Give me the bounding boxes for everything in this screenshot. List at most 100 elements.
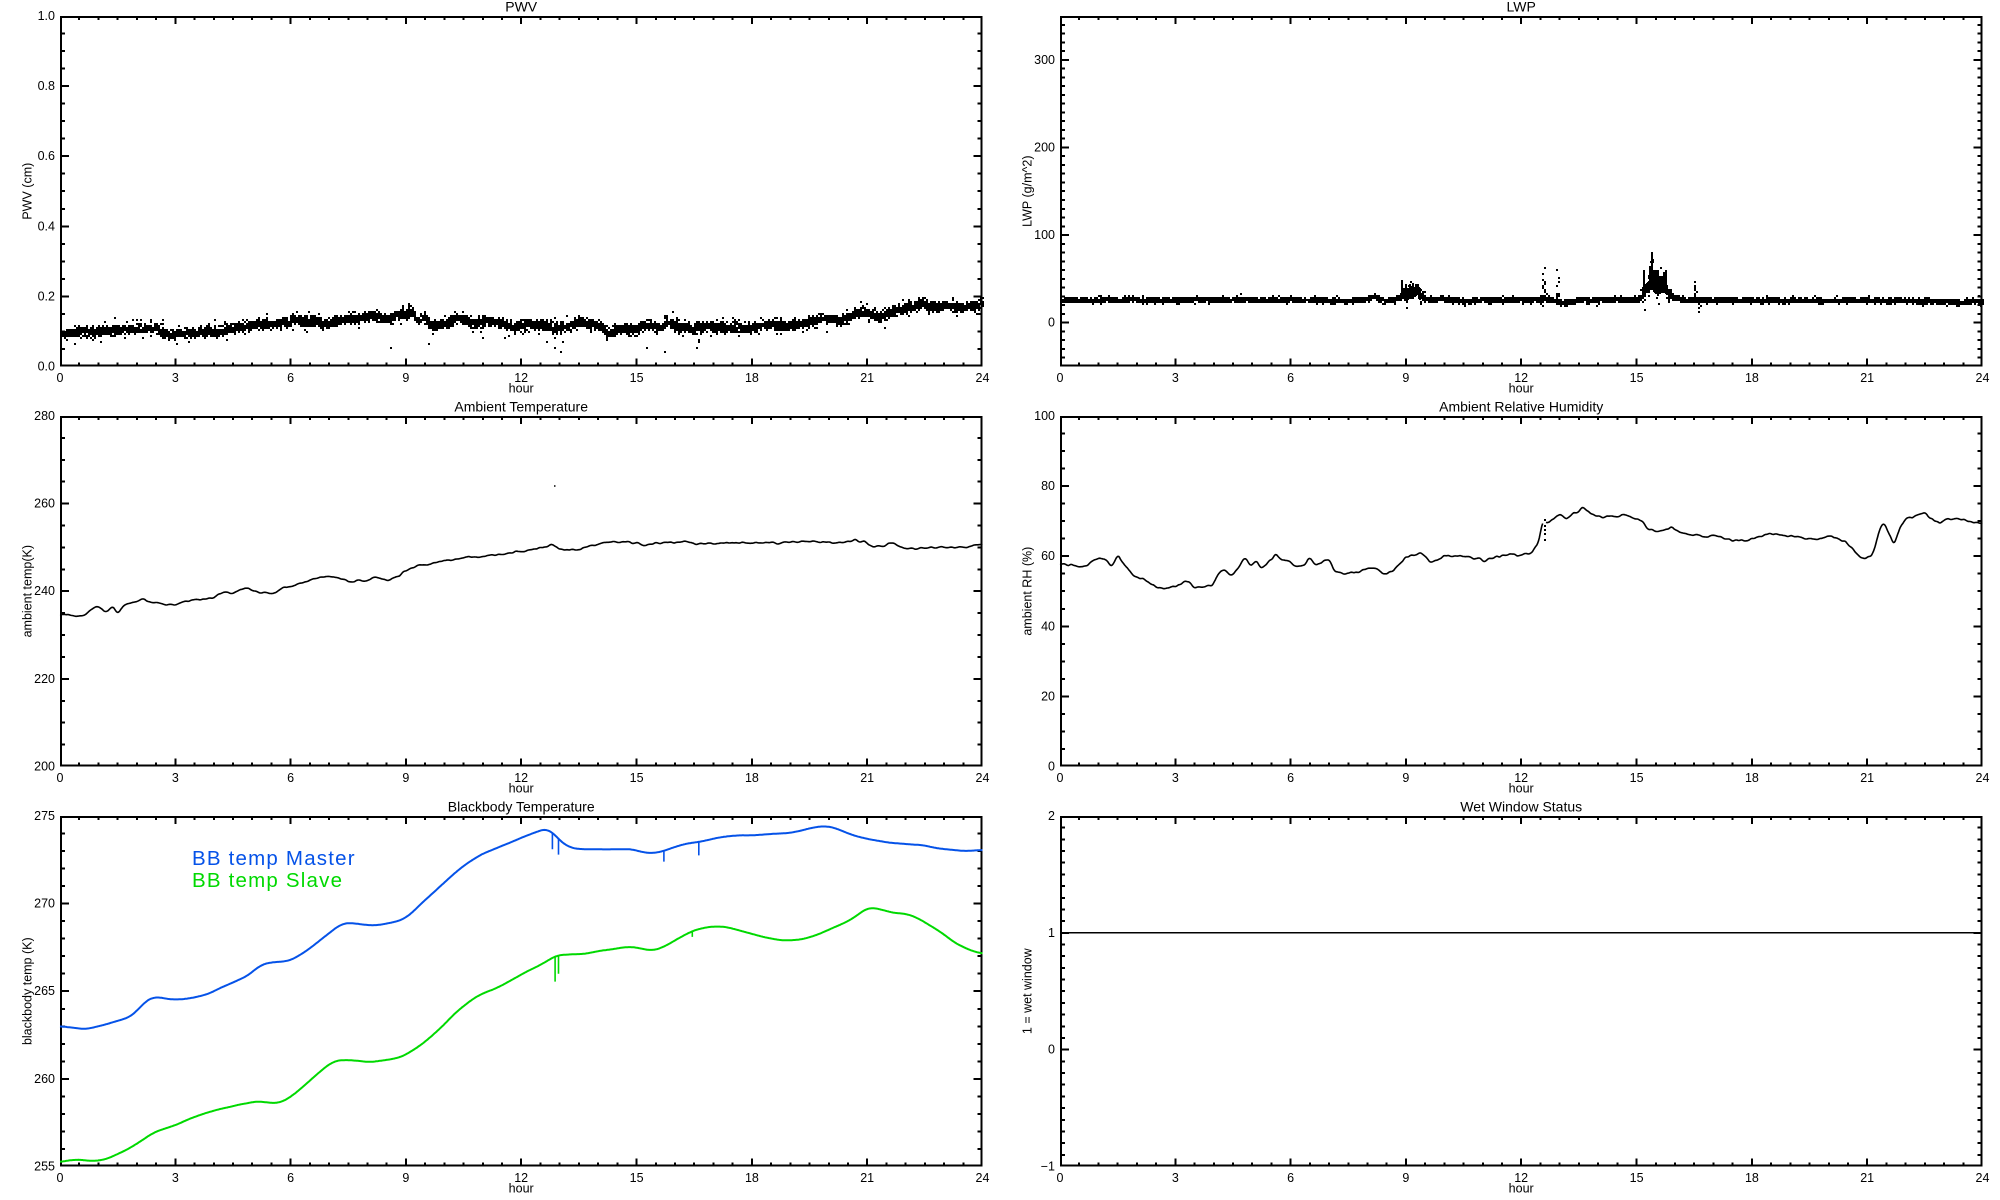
svg-text:24: 24 xyxy=(1976,371,1990,385)
svg-text:0: 0 xyxy=(1057,1171,1064,1185)
svg-text:18: 18 xyxy=(745,371,759,385)
svg-text:275: 275 xyxy=(34,809,55,823)
svg-text:21: 21 xyxy=(1860,1171,1874,1185)
svg-text:0.4: 0.4 xyxy=(38,219,55,233)
svg-text:0.6: 0.6 xyxy=(38,149,55,163)
svg-text:0.0: 0.0 xyxy=(38,360,55,374)
svg-text:2: 2 xyxy=(1048,809,1055,823)
svg-text:300: 300 xyxy=(1034,53,1055,67)
svg-text:15: 15 xyxy=(1630,771,1644,785)
svg-text:hour: hour xyxy=(509,382,534,396)
svg-text:0.8: 0.8 xyxy=(38,79,55,93)
svg-text:270: 270 xyxy=(34,897,55,911)
svg-text:18: 18 xyxy=(1745,371,1759,385)
svg-text:Ambient Temperature: Ambient Temperature xyxy=(454,399,588,415)
svg-text:6: 6 xyxy=(287,771,294,785)
svg-text:24: 24 xyxy=(1976,771,1990,785)
svg-text:24: 24 xyxy=(1976,1171,1990,1185)
svg-text:LWP (g/m^2): LWP (g/m^2) xyxy=(1021,156,1035,227)
svg-text:6: 6 xyxy=(1287,1171,1294,1185)
svg-text:3: 3 xyxy=(172,1171,179,1185)
svg-text:15: 15 xyxy=(630,371,644,385)
svg-text:24: 24 xyxy=(976,371,990,385)
svg-text:LWP: LWP xyxy=(1507,0,1536,15)
svg-text:260: 260 xyxy=(34,1072,55,1086)
svg-text:100: 100 xyxy=(1034,409,1055,423)
svg-text:24: 24 xyxy=(976,1171,990,1185)
svg-text:BB temp Master: BB temp Master xyxy=(192,847,356,870)
svg-text:18: 18 xyxy=(745,1171,759,1185)
svg-text:3: 3 xyxy=(172,771,179,785)
svg-text:18: 18 xyxy=(1745,771,1759,785)
svg-text:0: 0 xyxy=(57,771,64,785)
svg-text:21: 21 xyxy=(860,771,874,785)
svg-text:1: 1 xyxy=(1048,926,1055,940)
svg-text:3: 3 xyxy=(1172,371,1179,385)
svg-text:20: 20 xyxy=(1041,689,1055,703)
svg-text:200: 200 xyxy=(34,760,55,774)
svg-text:265: 265 xyxy=(34,984,55,998)
svg-text:21: 21 xyxy=(1860,371,1874,385)
svg-text:15: 15 xyxy=(630,771,644,785)
svg-text:60: 60 xyxy=(1041,549,1055,563)
svg-text:0: 0 xyxy=(1057,771,1064,785)
svg-text:280: 280 xyxy=(34,409,55,423)
svg-text:3: 3 xyxy=(172,371,179,385)
svg-text:PWV (cm): PWV (cm) xyxy=(21,163,35,220)
svg-text:ambient RH (%): ambient RH (%) xyxy=(1021,547,1035,636)
svg-text:9: 9 xyxy=(1402,1171,1409,1185)
svg-text:21: 21 xyxy=(1860,771,1874,785)
svg-text:6: 6 xyxy=(287,1171,294,1185)
svg-text:9: 9 xyxy=(1402,771,1409,785)
svg-text:80: 80 xyxy=(1041,479,1055,493)
svg-text:12: 12 xyxy=(514,371,528,385)
svg-text:12: 12 xyxy=(1514,1171,1528,1185)
svg-text:3: 3 xyxy=(1172,1171,1179,1185)
svg-text:12: 12 xyxy=(514,771,528,785)
svg-text:1.0: 1.0 xyxy=(38,9,55,23)
svg-text:PWV: PWV xyxy=(505,0,538,15)
svg-text:1 = wet window: 1 = wet window xyxy=(1021,947,1035,1034)
svg-text:220: 220 xyxy=(34,672,55,686)
svg-text:240: 240 xyxy=(34,584,55,598)
svg-text:12: 12 xyxy=(514,1171,528,1185)
svg-text:6: 6 xyxy=(1287,371,1294,385)
svg-text:Wet Window Status: Wet Window Status xyxy=(1460,799,1582,815)
svg-text:0: 0 xyxy=(57,371,64,385)
svg-text:6: 6 xyxy=(1287,771,1294,785)
svg-text:Ambient Relative Humidity: Ambient Relative Humidity xyxy=(1439,399,1603,415)
svg-text:ambient temp(K): ambient temp(K) xyxy=(21,545,35,637)
svg-text:hour: hour xyxy=(1509,782,1534,796)
svg-text:18: 18 xyxy=(1745,1171,1759,1185)
svg-text:9: 9 xyxy=(1402,371,1409,385)
svg-text:15: 15 xyxy=(1630,371,1644,385)
svg-text:hour: hour xyxy=(509,782,534,796)
svg-text:Blackbody Temperature: Blackbody Temperature xyxy=(448,799,595,815)
svg-text:12: 12 xyxy=(1514,771,1528,785)
svg-text:0: 0 xyxy=(1048,760,1055,774)
svg-text:0.2: 0.2 xyxy=(38,289,55,303)
svg-text:hour: hour xyxy=(509,1182,534,1196)
svg-text:9: 9 xyxy=(402,771,409,785)
svg-text:21: 21 xyxy=(860,371,874,385)
svg-text:24: 24 xyxy=(976,771,990,785)
svg-text:hour: hour xyxy=(1509,382,1534,396)
svg-text:9: 9 xyxy=(402,1171,409,1185)
svg-text:hour: hour xyxy=(1509,1182,1534,1196)
svg-text:3: 3 xyxy=(1172,771,1179,785)
svg-text:0: 0 xyxy=(57,1171,64,1185)
svg-text:18: 18 xyxy=(745,771,759,785)
svg-text:40: 40 xyxy=(1041,619,1055,633)
svg-text:6: 6 xyxy=(287,371,294,385)
svg-text:260: 260 xyxy=(34,497,55,511)
svg-text:0: 0 xyxy=(1057,371,1064,385)
svg-text:255: 255 xyxy=(34,1160,55,1174)
svg-text:blackbody temp (K): blackbody temp (K) xyxy=(21,937,35,1045)
svg-text:100: 100 xyxy=(1034,228,1055,242)
svg-text:15: 15 xyxy=(1630,1171,1644,1185)
svg-text:21: 21 xyxy=(860,1171,874,1185)
svg-text:12: 12 xyxy=(1514,371,1528,385)
svg-text:15: 15 xyxy=(630,1171,644,1185)
svg-text:9: 9 xyxy=(402,371,409,385)
svg-text:−1: −1 xyxy=(1041,1160,1055,1174)
